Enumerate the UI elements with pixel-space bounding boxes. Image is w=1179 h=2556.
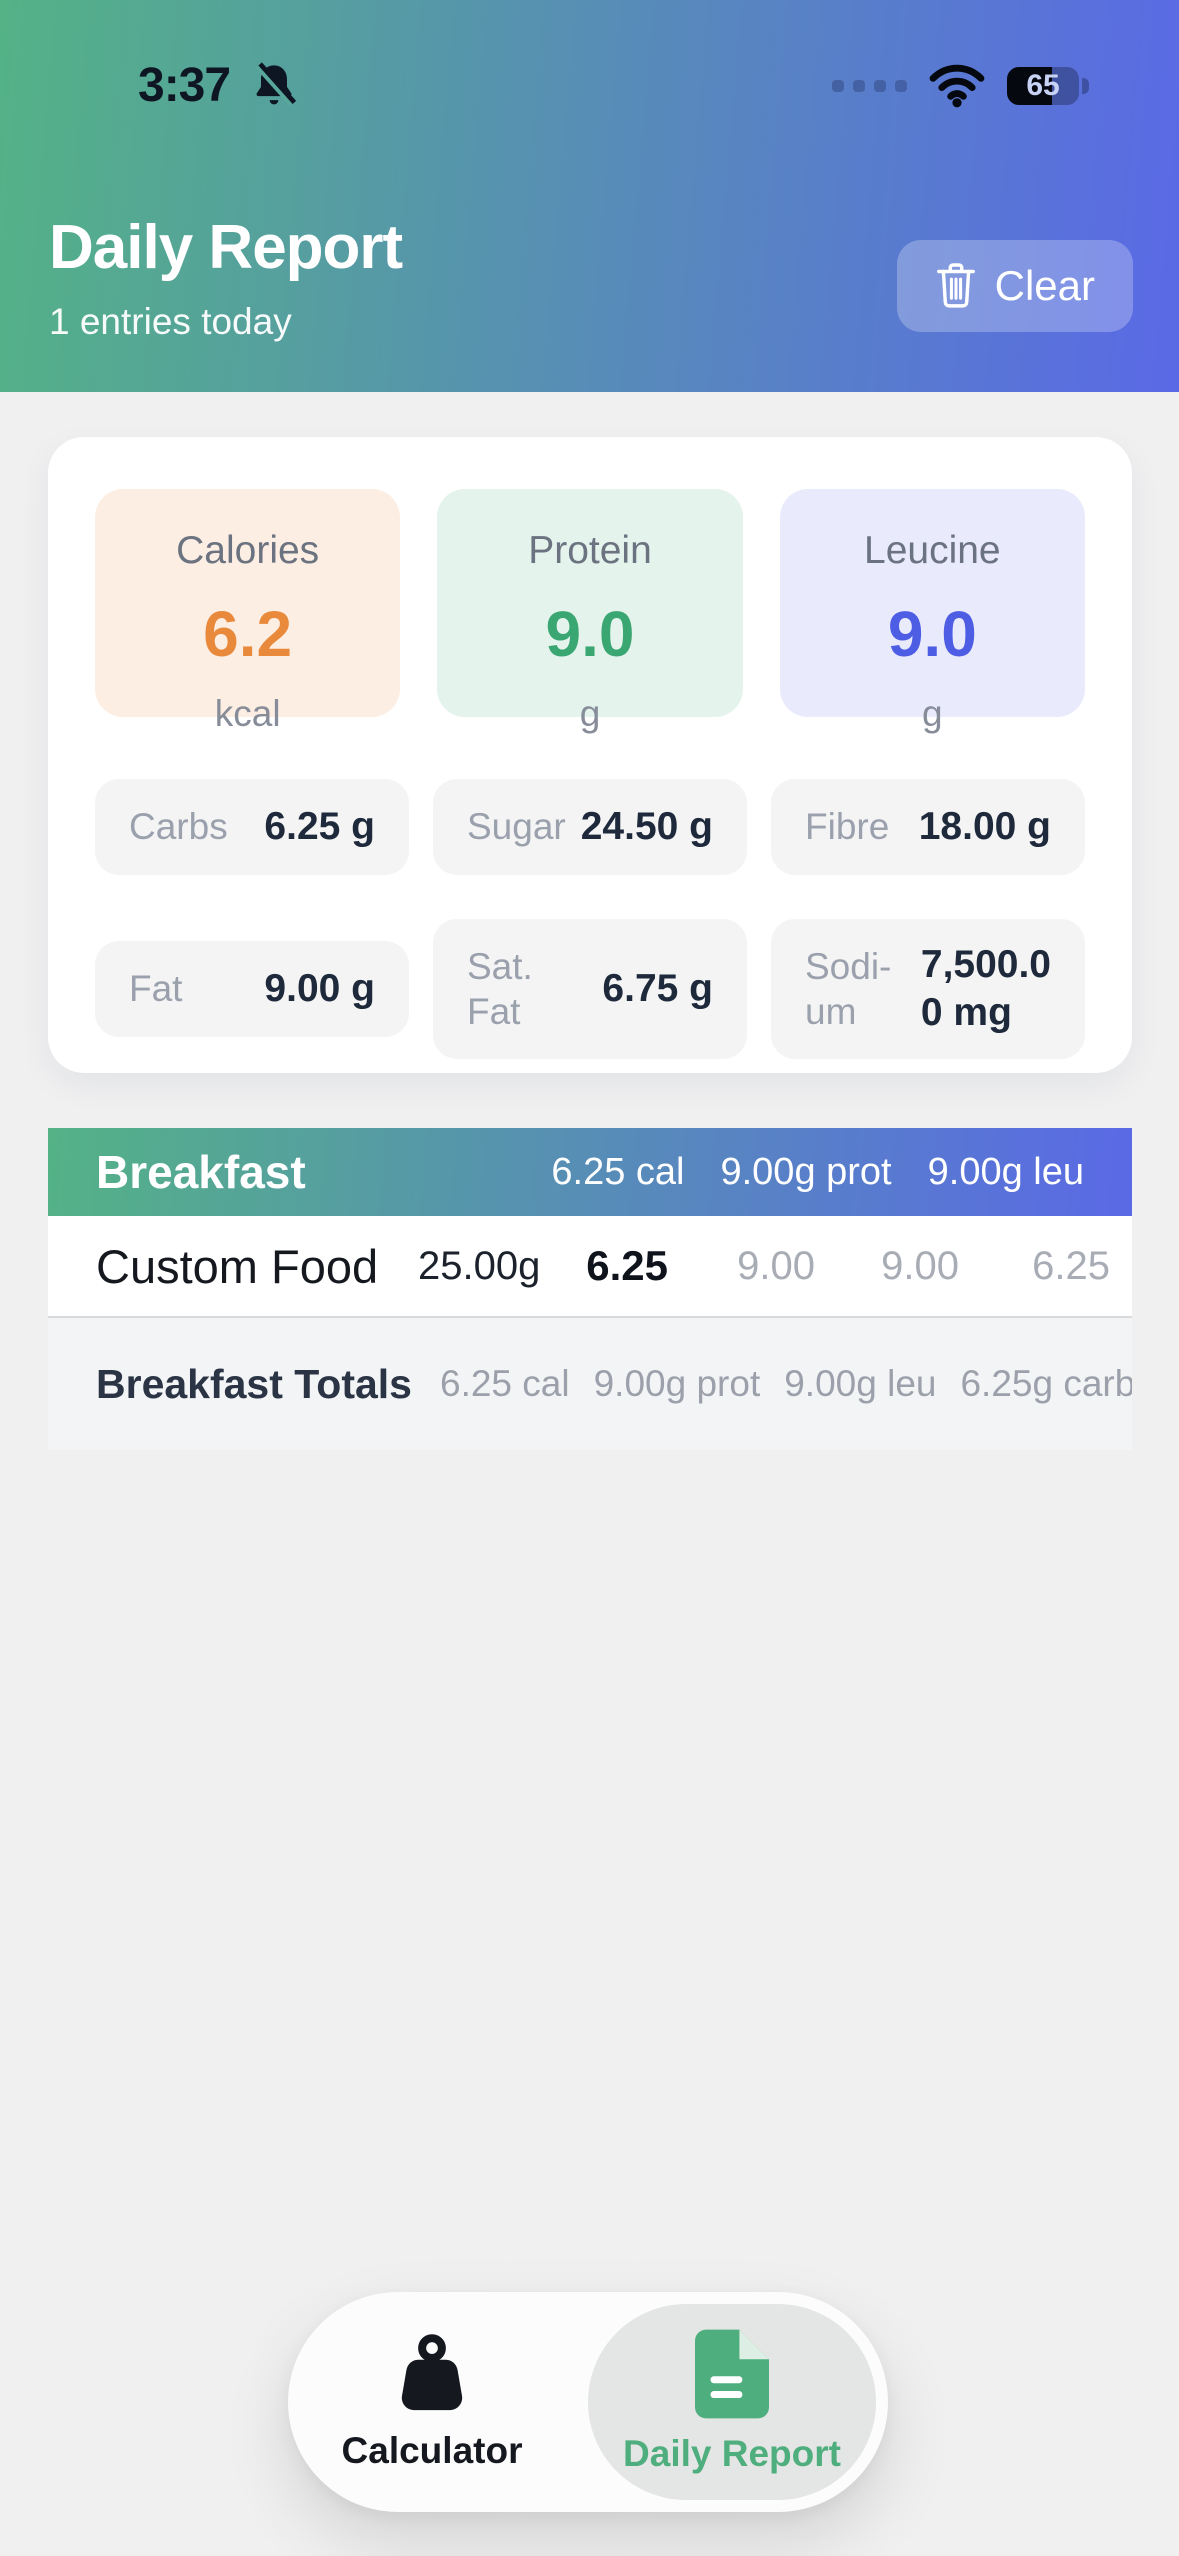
clear-button-label: Clear (994, 262, 1095, 309)
sugar-value: 24.50 g (580, 805, 713, 848)
leucine-label: Leucine (864, 529, 1001, 572)
tab-daily-report-label: Daily Report (623, 2433, 841, 2474)
protein-unit: g (579, 693, 601, 734)
sugar-stat-tile: Sugar 24.50 g (433, 779, 747, 875)
fat-label: Fat (129, 968, 183, 1009)
status-time: 3:37 (138, 59, 231, 112)
tab-calculator[interactable]: Calculator (288, 2292, 576, 2512)
sodium-value: 7,500.0 0 mg (920, 943, 1051, 1034)
food-entry-calories: 6.25 (586, 1242, 668, 1289)
battery-percentage: 65 (1026, 69, 1060, 102)
fibre-value: 18.00 g (918, 805, 1051, 848)
calories-label: Calories (176, 529, 320, 572)
status-bar: 3:37 (0, 58, 1179, 122)
notifications-off-icon (248, 60, 300, 112)
leucine-tile: Leucine 9.0 g (779, 489, 1085, 734)
fat-stat-tile: Fat 9.00 g (95, 941, 409, 1037)
sodium-stat-tile: Sodi- um 7,500.0 0 mg (771, 919, 1085, 1059)
totals-carbs: 6.25g carbs (960, 1363, 1132, 1404)
calories-unit: kcal (214, 693, 281, 734)
trash-icon (935, 263, 977, 309)
tab-calculator-label: Calculator (341, 2430, 523, 2471)
fibre-label: Fibre (805, 806, 890, 847)
clear-button[interactable]: Clear (896, 240, 1133, 332)
food-entry-row[interactable]: Custom Food 25.00g 6.25 9.00 9.00 6.25 (48, 1216, 1132, 1318)
page-title: Daily Report (49, 213, 403, 282)
totals-calories: 6.25 cal (440, 1363, 570, 1404)
calories-value: 6.2 (203, 598, 293, 670)
carbs-label: Carbs (129, 806, 228, 847)
food-entry-protein: 9.00 (737, 1243, 815, 1288)
meal-name: Breakfast (96, 1146, 306, 1198)
tab-daily-report[interactable]: Daily Report (588, 2304, 876, 2500)
cellular-signal-icon (832, 80, 907, 92)
carbs-stat-tile: Carbs 6.25 g (95, 779, 409, 875)
totals-label: Breakfast Totals (96, 1360, 412, 1407)
meal-protein-total: 9.00g prot (720, 1150, 892, 1193)
entries-count: 1 entries today (49, 301, 292, 342)
breakfast-totals-row: Breakfast Totals 6.25 cal 9.00g prot 9.0… (48, 1318, 1132, 1450)
fibre-stat-tile: Fibre 18.00 g (771, 779, 1085, 875)
battery-icon: 65 (1007, 67, 1089, 105)
daily-summary-card: Calories 6.2 kcal Protein 9.0 g Leucine … (48, 437, 1132, 1073)
food-entry-leucine: 9.00 (881, 1243, 959, 1288)
leucine-unit: g (922, 693, 943, 734)
saturated-fat-label: Sat. Fat (467, 945, 533, 1032)
fat-value: 9.00 g (264, 967, 375, 1010)
wifi-icon (929, 64, 985, 108)
carbs-value: 6.25 g (264, 805, 375, 848)
food-entry-name: Custom Food (96, 1239, 379, 1293)
hero-header: 3:37 (0, 0, 1179, 392)
calories-tile: Calories 6.2 kcal (95, 489, 401, 734)
protein-tile: Protein 9.0 g (437, 489, 743, 734)
food-entry-carbs: 6.25 (1032, 1243, 1110, 1288)
sodium-label: Sodi- um (805, 945, 892, 1032)
protein-value: 9.0 (545, 598, 635, 670)
protein-label: Protein (528, 529, 652, 572)
saturated-fat-stat-tile: Sat. Fat 6.75 g (433, 919, 747, 1059)
leucine-value: 9.0 (887, 598, 977, 670)
sugar-label: Sugar (467, 806, 566, 847)
breakfast-section-header: Breakfast 6.25 cal 9.00g prot 9.00g leu (48, 1128, 1132, 1216)
food-entry-amount: 25.00g (418, 1243, 541, 1288)
saturated-fat-value: 6.75 g (602, 967, 713, 1010)
totals-leucine: 9.00g leu (784, 1363, 937, 1404)
meal-calories-total: 6.25 cal (551, 1150, 685, 1193)
totals-protein: 9.00g prot (593, 1363, 761, 1404)
bottom-tab-bar: Calculator Daily Report (288, 2292, 888, 2512)
weight-icon (388, 2332, 476, 2416)
report-document-icon (695, 2329, 769, 2419)
meal-leucine-total: 9.00g leu (927, 1150, 1084, 1193)
